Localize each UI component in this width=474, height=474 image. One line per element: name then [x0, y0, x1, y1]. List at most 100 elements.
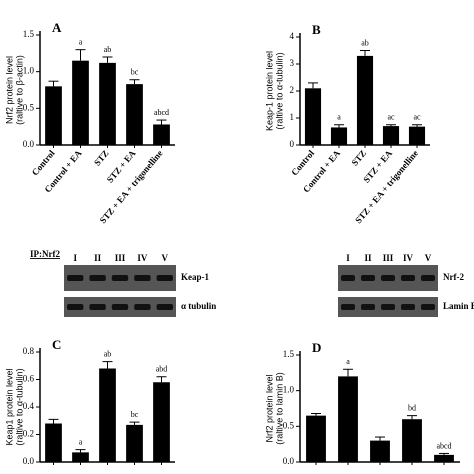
- y-tick-label: 1.0: [283, 385, 295, 395]
- annotation: ab: [104, 45, 112, 54]
- blot-band: [67, 304, 84, 310]
- lane-label: V: [162, 253, 169, 263]
- lane-label: IV: [137, 253, 148, 263]
- annotation: abd: [156, 365, 168, 374]
- y-tick-label: 0.0: [23, 456, 35, 466]
- y-axis-label: Keap1 protein level: [4, 368, 14, 445]
- y-tick-label: 0.0: [283, 456, 295, 466]
- lane-label: III: [383, 253, 394, 263]
- blot-band: [134, 304, 151, 310]
- x-tick-label: STZ: [92, 148, 111, 167]
- blot-band: [381, 304, 395, 310]
- blot-band: [421, 275, 435, 281]
- x-tick-label: STZ: [350, 148, 369, 167]
- lane-label: II: [94, 253, 102, 263]
- bar: [338, 376, 358, 462]
- blot-band: [134, 275, 151, 281]
- bar: [356, 55, 374, 145]
- panel-label: C: [52, 337, 61, 352]
- band-label: Keap-1: [181, 272, 209, 282]
- bar: [382, 126, 400, 145]
- y-tick-label: 0.5: [283, 420, 295, 430]
- y-tick-label: 1.5: [283, 349, 295, 359]
- y-axis-label: (raltive to α-tubulin): [274, 52, 284, 129]
- y-tick-label: 0.4: [23, 401, 35, 411]
- blot-band: [156, 275, 173, 281]
- blot-band: [341, 304, 355, 310]
- annotation: a: [79, 37, 83, 46]
- blot-band: [361, 275, 375, 281]
- band-label: Nrf-2: [443, 272, 464, 282]
- lane-label: IV: [403, 253, 414, 263]
- bar: [99, 62, 116, 145]
- blot-band: [381, 275, 395, 281]
- blot-band: [341, 275, 355, 281]
- bar: [72, 60, 89, 145]
- annotation: ab: [361, 38, 369, 47]
- blot-band: [401, 275, 415, 281]
- panel-label: D: [312, 340, 321, 355]
- bar: [126, 424, 143, 462]
- lane-label: III: [115, 253, 126, 263]
- panel-label: B: [312, 22, 321, 37]
- band-label: Lamin B: [443, 301, 474, 311]
- y-tick-label: 0.0: [23, 139, 35, 149]
- annotation: bd: [408, 403, 416, 412]
- lane-label: II: [364, 253, 372, 263]
- y-tick-label: 0.8: [23, 346, 35, 356]
- band-label: α tubulin: [181, 301, 216, 311]
- y-tick-label: 1.0: [23, 66, 35, 76]
- x-tick-label: Control: [30, 148, 57, 178]
- y-tick-label: 0.5: [23, 102, 35, 112]
- y-axis-label: Nrf2 protein level: [264, 374, 274, 442]
- blot-band: [111, 304, 129, 310]
- annotation: bc: [131, 410, 139, 419]
- annotation: a: [79, 437, 83, 446]
- bar: [153, 124, 170, 145]
- y-axis-label: (raltive to lamin B): [274, 372, 284, 445]
- annotation: ac: [413, 113, 421, 122]
- bar: [45, 86, 62, 145]
- panel-label: A: [52, 20, 62, 35]
- annotation: a: [346, 357, 350, 366]
- bar: [72, 452, 89, 462]
- y-tick-label: 3: [290, 58, 295, 68]
- annotation: ab: [104, 349, 112, 358]
- y-axis-label: Keap-1 protein level: [264, 51, 274, 131]
- bar: [126, 84, 143, 145]
- y-tick-label: 1.5: [23, 29, 35, 39]
- annotation: a: [337, 113, 341, 122]
- y-tick-label: 0.6: [23, 374, 35, 384]
- lane-label: V: [425, 253, 432, 263]
- y-tick-label: 2: [290, 85, 295, 95]
- bar: [304, 88, 322, 145]
- blot-band: [361, 304, 375, 310]
- blot-band: [67, 275, 84, 281]
- bar: [330, 127, 348, 145]
- y-tick-label: 1: [290, 112, 295, 122]
- lane-label: I: [73, 253, 77, 263]
- blot-band: [401, 304, 415, 310]
- lane-label: I: [346, 253, 350, 263]
- bar: [45, 423, 62, 462]
- y-axis-label: (raltive to α-tubulin): [14, 368, 24, 445]
- y-tick-label: 4: [290, 31, 295, 41]
- y-tick-label: 0: [290, 139, 295, 149]
- bar: [99, 368, 116, 462]
- y-tick-label: 0.2: [23, 429, 34, 439]
- annotation: abcd: [436, 441, 451, 450]
- annotation: abcd: [154, 108, 169, 117]
- bar: [153, 382, 170, 462]
- blot-band: [111, 275, 129, 281]
- y-axis-label: (raltive to β-actin): [14, 55, 24, 125]
- blot-band: [156, 304, 173, 310]
- bar: [434, 454, 454, 462]
- bar: [408, 126, 426, 145]
- annotation: ac: [387, 113, 395, 122]
- bar: [306, 415, 326, 462]
- blot-band: [421, 304, 435, 310]
- annotation: bc: [131, 68, 139, 77]
- y-axis-label: Nrf2 protein level: [4, 56, 14, 124]
- blot-title: IP:Nrf2: [30, 249, 60, 259]
